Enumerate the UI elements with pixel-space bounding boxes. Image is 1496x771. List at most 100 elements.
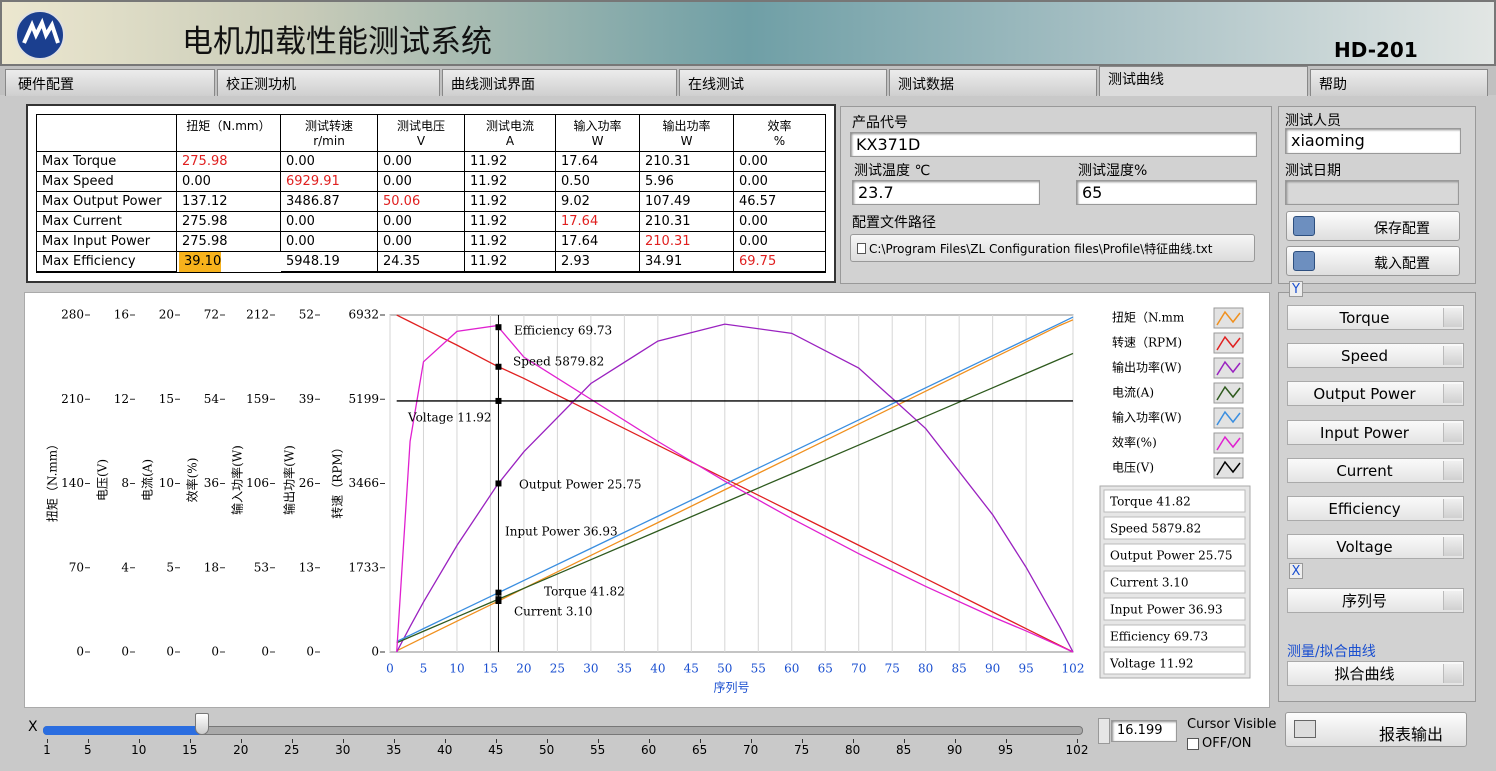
path-field[interactable]: C:\Program Files\ZL Configuration files\… bbox=[850, 234, 1255, 262]
slider-tick bbox=[291, 739, 293, 743]
row-label: Max Input Power bbox=[36, 232, 177, 252]
x-tick-label: 0 bbox=[386, 662, 394, 676]
slider-tick-label: 50 bbox=[539, 743, 555, 757]
y-tick-label: 5199 bbox=[348, 392, 379, 406]
slider-tick-label: 30 bbox=[335, 743, 351, 757]
x-tick-label: 20 bbox=[516, 662, 531, 676]
checkbox[interactable] bbox=[1187, 738, 1199, 750]
table-cell: 0.00 bbox=[378, 232, 465, 252]
dropdown-arrow bbox=[1443, 384, 1462, 404]
table-cell: 39.10 bbox=[179, 252, 221, 272]
dropdown[interactable]: Efficiency bbox=[1287, 496, 1464, 521]
dropdown[interactable]: Input Power bbox=[1287, 419, 1464, 445]
dropdown[interactable]: Current bbox=[1287, 457, 1464, 483]
x-tick-label: 60 bbox=[784, 662, 799, 676]
tab[interactable]: 帮助 bbox=[1310, 69, 1488, 96]
dropdown-arrow bbox=[1443, 346, 1462, 366]
column-header-text: r/min bbox=[313, 134, 345, 148]
text-field[interactable]: xiaoming bbox=[1285, 128, 1461, 154]
slider-tick bbox=[750, 739, 752, 743]
legend-line bbox=[1216, 385, 1241, 401]
tab[interactable]: 校正测功机 bbox=[217, 69, 440, 96]
button[interactable]: 报表输出 bbox=[1285, 712, 1467, 747]
slider-tick bbox=[189, 739, 191, 743]
tab[interactable]: 在线测试 bbox=[679, 69, 887, 96]
y-tick-label: 5 bbox=[166, 560, 174, 574]
dropdown-arrow bbox=[1443, 422, 1462, 442]
slider-tick-label: 40 bbox=[437, 743, 453, 757]
column-header-text: W bbox=[680, 134, 693, 148]
column-header: 输出功率 W bbox=[640, 114, 734, 152]
legend-line bbox=[1216, 335, 1241, 351]
column-header-text: 测试电流 bbox=[485, 119, 534, 133]
tab[interactable]: 测试数据 bbox=[889, 69, 1097, 96]
x-tick-label: 85 bbox=[952, 662, 967, 676]
text-field[interactable]: 23.7 bbox=[852, 180, 1040, 205]
y-tick-label: 212 bbox=[246, 308, 269, 322]
y-tick-label: 39 bbox=[299, 392, 314, 406]
x-tick-label: 65 bbox=[818, 662, 833, 676]
cursor-marker bbox=[495, 480, 502, 487]
x-tick-label: 25 bbox=[550, 662, 565, 676]
label: 配置文件路径 bbox=[852, 215, 936, 231]
header-bar bbox=[0, 0, 1496, 66]
y-axis-title: 输出功率(W) bbox=[282, 445, 297, 515]
table-cell: 107.49 bbox=[640, 192, 734, 212]
axis-label: Y bbox=[1289, 281, 1303, 297]
button[interactable]: 保存配置 bbox=[1286, 211, 1460, 241]
dropdown[interactable]: 拟合曲线 bbox=[1287, 661, 1464, 686]
dropdown[interactable]: Output Power bbox=[1287, 381, 1464, 407]
tab[interactable]: 曲线测试界面 bbox=[442, 69, 677, 96]
x-tick-label: 90 bbox=[985, 662, 1000, 676]
y-tick-label: 16 bbox=[114, 308, 129, 322]
legend-label: 效率(%) bbox=[1112, 435, 1157, 450]
text-field[interactable]: 65 bbox=[1076, 180, 1257, 205]
y-tick-label: 26 bbox=[299, 476, 314, 490]
model-number: HD-201 bbox=[1334, 38, 1418, 62]
table-cell: 0.00 bbox=[378, 152, 465, 172]
y-tick-label: 53 bbox=[254, 560, 269, 574]
text-field[interactable] bbox=[1285, 180, 1459, 205]
dropdown[interactable]: Torque bbox=[1287, 305, 1464, 330]
y-tick-label: 10 bbox=[159, 476, 174, 490]
text-field[interactable]: KX371D bbox=[850, 132, 1257, 157]
slider-tick bbox=[954, 739, 956, 743]
y-tick-label: 106 bbox=[246, 476, 269, 490]
tab[interactable]: 测试曲线 bbox=[1099, 66, 1308, 96]
button[interactable]: 载入配置 bbox=[1286, 246, 1460, 276]
column-header: 测试电压 V bbox=[378, 114, 465, 152]
tab[interactable]: 硬件配置 bbox=[5, 69, 215, 96]
label: 产品代号 bbox=[852, 115, 908, 131]
table-cell: 0.00 bbox=[281, 152, 378, 172]
y-tick-label: 36 bbox=[204, 476, 219, 490]
dropdown[interactable]: Speed bbox=[1287, 343, 1464, 369]
readout-box bbox=[1103, 597, 1246, 621]
legend-line bbox=[1216, 360, 1241, 376]
y-tick-label: 140 bbox=[61, 476, 84, 490]
chart: 0 5 10 15 20 25 30 35 40 45 50 55 60 65 70 75 80 85 90 95 10… bbox=[46, 307, 1251, 695]
dropdown[interactable]: Voltage bbox=[1287, 534, 1464, 560]
cursor-label: Efficiency 69.73 bbox=[514, 324, 612, 338]
readout-box bbox=[1103, 570, 1246, 594]
table-cell: 50.06 bbox=[378, 192, 465, 212]
button-icon bbox=[1294, 720, 1316, 738]
y-axis-title: 电流(A) bbox=[141, 459, 155, 501]
table-cell: 17.64 bbox=[556, 232, 640, 252]
row-label: Max Current bbox=[36, 212, 177, 232]
y-tick-label: 0 bbox=[261, 645, 269, 659]
dropdown[interactable]: 序列号 bbox=[1287, 588, 1464, 613]
legend-label: 转速（RPM) bbox=[1112, 335, 1182, 350]
row-label: Max Torque bbox=[36, 152, 177, 172]
table-cell: 46.57 bbox=[734, 192, 826, 212]
column-header: 效率% bbox=[734, 114, 826, 152]
slider-handle[interactable] bbox=[194, 713, 209, 735]
slider-tick-label: 10 bbox=[131, 743, 147, 757]
numeric-field[interactable]: 16.199 bbox=[1111, 720, 1177, 742]
readout-text: Voltage 11.92 bbox=[1109, 657, 1194, 671]
slider-tick-label: 85 bbox=[895, 743, 912, 757]
x-tick-label: 80 bbox=[918, 662, 933, 676]
table-cell: 0.00 bbox=[281, 232, 378, 252]
cursor-label: Speed 5879.82 bbox=[513, 355, 604, 369]
spin-button[interactable] bbox=[1098, 718, 1110, 744]
button-text: 保存配置 bbox=[1374, 221, 1430, 237]
